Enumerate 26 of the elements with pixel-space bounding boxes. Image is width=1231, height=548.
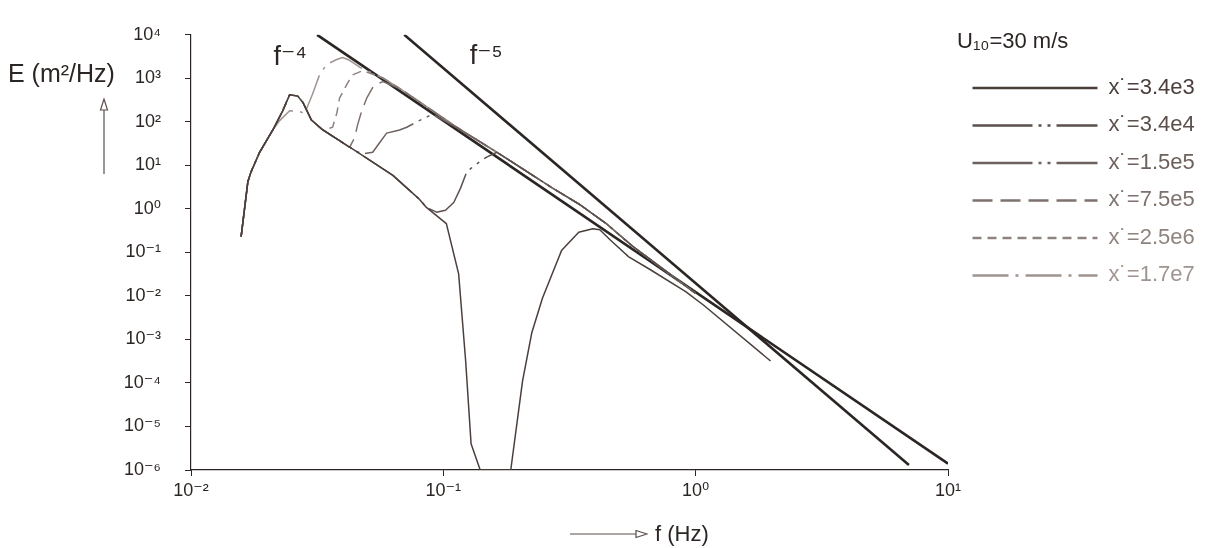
- y-tick-label: 10⁻⁶: [124, 458, 161, 479]
- y-tick-label: 10⁻¹: [125, 241, 161, 262]
- x-axis-title: f (Hz): [655, 521, 709, 546]
- text: x˙=3.4e3: [1108, 73, 1195, 99]
- y-tick-label: 10⁻³: [125, 328, 161, 349]
- y-tick-label: 10⁻²: [125, 284, 161, 305]
- y-tick-label: 10⁻⁴: [123, 371, 161, 392]
- x-tick-label: 10¹: [934, 479, 962, 500]
- y-tick-label: 10²: [134, 110, 162, 131]
- x-tick-label: 10⁰: [682, 479, 710, 500]
- text: x˙=3.4e4: [1108, 111, 1195, 137]
- y-tick-label: 10⁻⁵: [124, 415, 161, 436]
- y-tick-label: 10³: [134, 67, 162, 88]
- y-tick-label: 10⁴: [133, 23, 161, 44]
- text: x˙=2.5e6: [1108, 223, 1195, 249]
- x-tick-label: 10⁻¹: [425, 479, 462, 500]
- legend-title: U₁₀=30 m/s: [957, 28, 1069, 54]
- text: x˙=1.7e7: [1108, 261, 1195, 287]
- y-tick-label: 10⁰: [133, 197, 161, 218]
- annotation: f⁻⁴: [273, 41, 307, 72]
- x-tick-label: 10⁻²: [173, 479, 209, 500]
- y-tick-label: 10¹: [134, 154, 162, 175]
- annotation: f⁻⁵: [469, 40, 503, 71]
- y-axis-title: E (m²/Hz): [8, 58, 115, 88]
- text: x˙=7.5e5: [1108, 186, 1195, 212]
- text: x˙=1.5e5: [1108, 148, 1195, 174]
